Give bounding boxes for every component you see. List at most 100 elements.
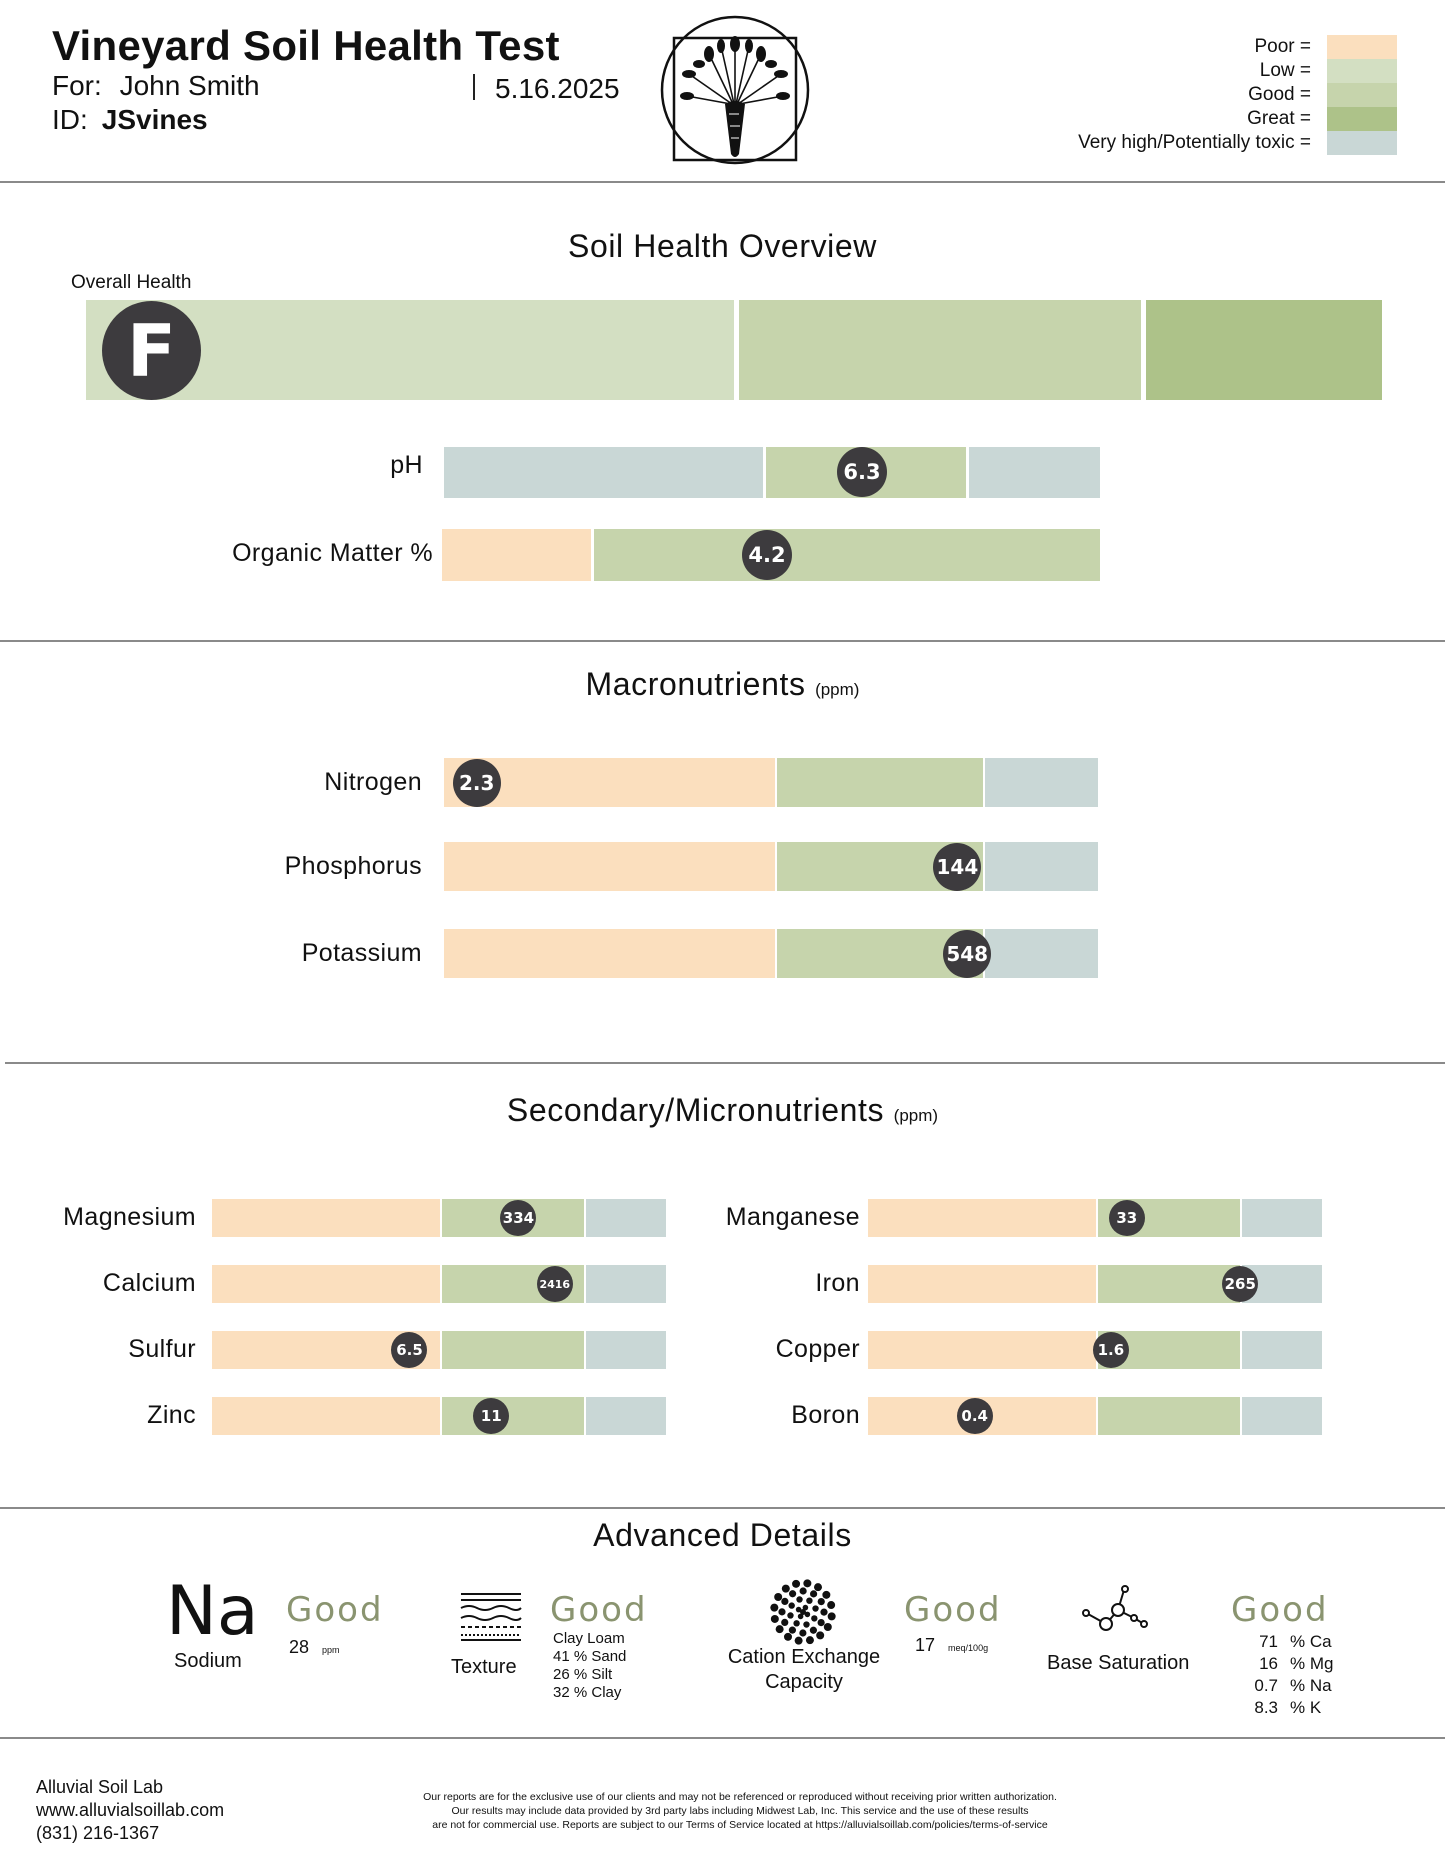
macro-potassium-value-marker: 548 [943, 929, 992, 978]
macro-unit: (ppm) [815, 680, 860, 699]
micro-copper-label: Copper [775, 1335, 860, 1363]
micro-sulfur-seg-good [442, 1331, 584, 1369]
macro-potassium-value: 548 [946, 941, 989, 966]
micro-manganese-value: 33 [1116, 1209, 1138, 1227]
micro-copper-value-marker: 1.6 [1092, 1332, 1129, 1368]
micro-calcium-seg-poor [212, 1265, 440, 1303]
legend-label: Poor = [1254, 36, 1311, 57]
sodium-symbol: Na [166, 1572, 259, 1651]
cec-label: Cation Exchange Capacity [700, 1645, 908, 1695]
base-saturation-percent: 71 [1259, 1632, 1278, 1651]
micro-manganese-bar [868, 1199, 1322, 1237]
micro-iron-bar [868, 1265, 1322, 1303]
micro-magnesium-seg-high [586, 1199, 666, 1237]
footer-website[interactable]: www.alluvialsoillab.com [36, 1800, 225, 1820]
micro-zinc-label: Zinc [147, 1401, 196, 1429]
advanced-title: Advanced Details [593, 1517, 852, 1553]
base-saturation-row: 71 % Ca [1230, 1631, 1333, 1653]
organic-seg-poor [442, 529, 591, 581]
micro-sulfur-label: Sulfur [128, 1335, 196, 1363]
texture-details: Clay Loam 41 % Sand 26 % Silt 32 % Clay [553, 1630, 626, 1702]
texture-type: Clay Loam [553, 1630, 625, 1647]
texture-label: Texture [451, 1656, 517, 1678]
legend-label: Low = [1259, 60, 1311, 81]
cec-unit: meq/100g [948, 1643, 989, 1653]
micro-zinc-seg-high [586, 1397, 666, 1435]
macro-phosphorus-seg-poor [444, 842, 775, 891]
micro-unit: (ppm) [893, 1106, 939, 1125]
id-line: ID: JSvines [52, 104, 208, 136]
ph-seg-high [969, 447, 1100, 498]
legend-item: Poor = [977, 35, 1397, 59]
micro-zinc-seg-poor [212, 1397, 440, 1435]
legend-item: Good = [977, 83, 1397, 107]
legend-swatch [1327, 131, 1397, 155]
micro-magnesium-value: 334 [502, 1209, 535, 1227]
micro-zinc-value-marker: 11 [473, 1398, 510, 1434]
base-saturation-rating: Good [1231, 1590, 1329, 1630]
legend-item: Great = [977, 107, 1397, 131]
base-saturation-row: 16 % Mg [1230, 1653, 1333, 1675]
macro-nitrogen-seg-good [777, 758, 983, 807]
micro-boron-bar [868, 1397, 1322, 1435]
micro-copper-seg-poor [868, 1331, 1096, 1369]
micro-sulfur-seg-high [586, 1331, 666, 1369]
client-name: John Smith [119, 70, 260, 101]
footer-company: Alluvial Soil Lab [36, 1777, 164, 1797]
micro-calcium-bar [212, 1265, 666, 1303]
macro-potassium-label: Potassium [301, 938, 422, 967]
macro-phosphorus-value-marker: 144 [933, 842, 982, 891]
macro-nitrogen-seg-high [985, 758, 1098, 807]
organic-value: 4.2 [748, 543, 786, 567]
macro-nitrogen-label: Nitrogen [324, 767, 422, 796]
carrot-logo-icon [660, 15, 810, 165]
report-title: Vineyard Soil Health Test [52, 22, 560, 69]
organic-value-marker: 4.2 [742, 530, 792, 580]
legend-item: Very high/Potentially toxic = [977, 131, 1397, 155]
micro-calcium-seg-high [586, 1265, 666, 1303]
micro-copper-seg-high [1242, 1331, 1322, 1369]
macro-nitrogen-value: 2.3 [458, 770, 495, 795]
micro-boron-seg-good [1098, 1397, 1240, 1435]
macro-phosphorus-seg-high [985, 842, 1098, 891]
legend-swatch [1327, 83, 1397, 107]
micro-sulfur-value: 6.5 [396, 1341, 423, 1359]
base-saturation-row: 0.7 % Na [1230, 1675, 1333, 1697]
base-saturation-element: % K [1290, 1698, 1322, 1717]
legend-swatch [1327, 35, 1397, 59]
sodium-value-line: 28 ppm [289, 1637, 340, 1658]
overall-grade-badge: F [102, 301, 201, 400]
overall-seg-great [1146, 300, 1382, 400]
micro-title: Secondary/Micronutrients (ppm) [0, 1092, 1445, 1129]
macro-divider [5, 1062, 1445, 1064]
legend-swatch [1327, 107, 1397, 131]
soil-layers-icon [460, 1593, 522, 1641]
micro-zinc-bar [212, 1397, 666, 1435]
micro-magnesium-seg-poor [212, 1199, 440, 1237]
texture-fraction: 32 % Clay [553, 1684, 622, 1701]
texture-fraction: 41 % Sand [553, 1648, 627, 1665]
organic-seg-good [594, 529, 1100, 581]
macro-nitrogen-bar [444, 758, 1098, 807]
micro-iron-label: Iron [815, 1269, 860, 1297]
macro-phosphorus-bar [444, 842, 1098, 891]
disclaimer-line-3: are not for commercial use. Reports are … [432, 1819, 1048, 1831]
cec-rating: Good [904, 1590, 1002, 1630]
overview-divider [0, 640, 1445, 642]
client-line: For: John Smith [52, 70, 260, 102]
ph-seg-low [444, 447, 763, 498]
macro-potassium-seg-high [985, 929, 1098, 978]
cec-label-line-1: Cation Exchange [727, 1646, 881, 1668]
overview-title: Soil Health Overview [568, 228, 877, 264]
for-label: For: [52, 70, 102, 101]
ph-label: pH [390, 451, 423, 479]
ph-value: 6.3 [843, 460, 881, 484]
macro-nitrogen-value-marker: 2.3 [452, 758, 501, 807]
micro-magnesium-value-marker: 334 [500, 1200, 537, 1236]
micro-iron-value-marker: 265 [1222, 1266, 1259, 1302]
cec-value: 17 [915, 1635, 936, 1655]
header-divider [0, 181, 1445, 183]
micro-calcium-label: Calcium [102, 1269, 196, 1297]
micro-boron-value: 0.4 [961, 1407, 988, 1425]
id-label: ID: [52, 104, 88, 135]
